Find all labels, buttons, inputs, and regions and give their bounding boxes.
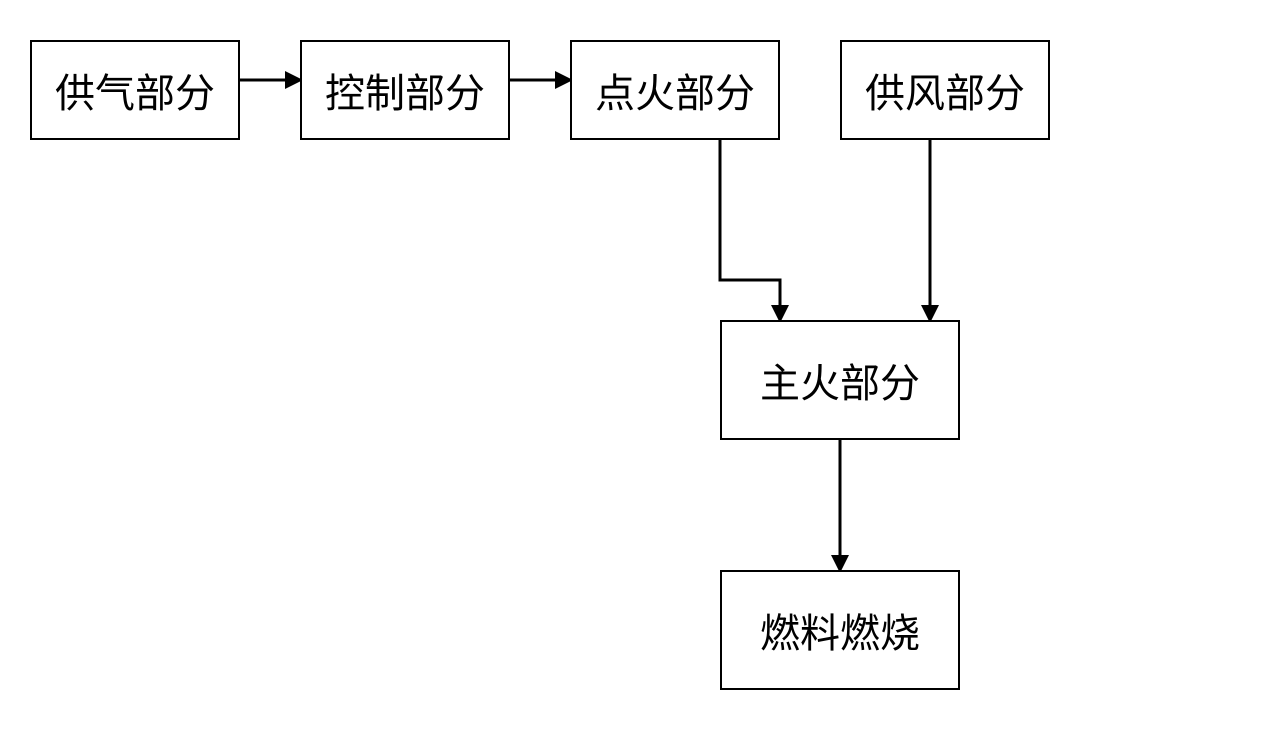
node-ignition: 点火部分 [570, 40, 780, 140]
node-main-fire: 主火部分 [720, 320, 960, 440]
node-gas-supply: 供气部分 [30, 40, 240, 140]
node-label: 供气部分 [55, 61, 215, 119]
edge-ignition-to-main_fire [720, 140, 780, 320]
node-label: 供风部分 [865, 61, 1025, 119]
node-label: 燃料燃烧 [760, 601, 920, 659]
node-label: 点火部分 [595, 61, 755, 119]
flowchart-canvas: 供气部分 控制部分 点火部分 供风部分 主火部分 燃料燃烧 [0, 0, 1262, 750]
node-control: 控制部分 [300, 40, 510, 140]
node-air-supply: 供风部分 [840, 40, 1050, 140]
node-label: 控制部分 [325, 61, 485, 119]
node-label: 主火部分 [760, 351, 920, 409]
node-fuel-burn: 燃料燃烧 [720, 570, 960, 690]
